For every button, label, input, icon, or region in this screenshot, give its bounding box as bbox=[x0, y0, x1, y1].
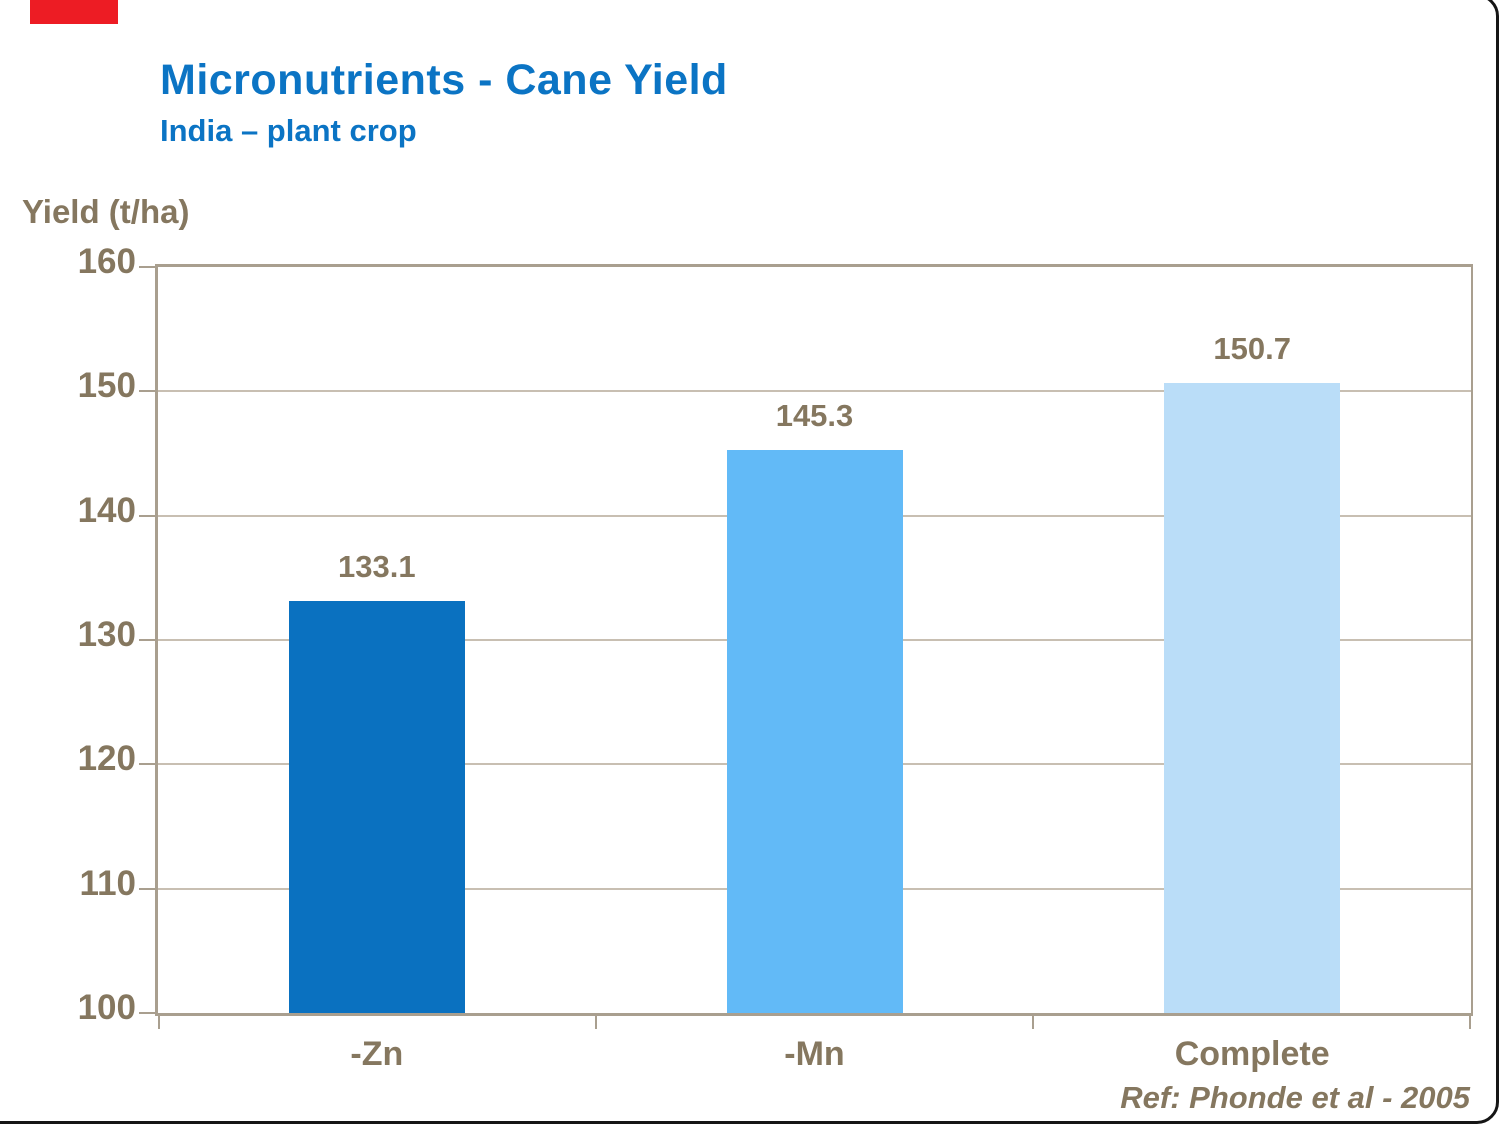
y-tick-label: 110 bbox=[79, 863, 136, 903]
red-accent-bar bbox=[30, 0, 118, 24]
category-label: Complete bbox=[1174, 1035, 1330, 1073]
y-axis-title: Yield (t/ha) bbox=[22, 193, 190, 230]
chart-title: Micronutrients - Cane Yield bbox=[160, 56, 728, 104]
bar-value-label: 133.1 bbox=[338, 549, 416, 585]
y-tick-label: 160 bbox=[77, 242, 136, 281]
y-axis-tick bbox=[139, 514, 155, 517]
x-axis-tick bbox=[158, 1016, 160, 1029]
x-axis-tick bbox=[1469, 1016, 1471, 1029]
y-axis-labels: 160 150 140 130 120 110 100 bbox=[0, 242, 136, 1027]
plot-area: 133.1 -Zn 145.3 -Mn 150.7 Complete bbox=[139, 264, 1473, 1073]
chart-subtitle: India – plant crop bbox=[160, 113, 417, 148]
x-axis-tick bbox=[594, 1016, 597, 1029]
y-tick-label: 100 bbox=[77, 988, 136, 1027]
y-axis-tick bbox=[139, 390, 155, 393]
y-tick-label: 150 bbox=[77, 366, 136, 406]
category-label: -Mn bbox=[784, 1035, 845, 1073]
y-tick-label: 140 bbox=[77, 490, 136, 530]
bar-zn bbox=[288, 601, 465, 1013]
y-gridline bbox=[158, 390, 1471, 393]
reference-text: Ref: Phonde et al - 2005 bbox=[1120, 1080, 1470, 1115]
category-label: -Zn bbox=[350, 1035, 404, 1073]
y-axis-tick bbox=[139, 1012, 155, 1014]
bar-complete bbox=[1164, 382, 1341, 1013]
y-axis-tick bbox=[139, 266, 155, 268]
bar-value-label: 145.3 bbox=[775, 397, 854, 433]
y-axis-tick bbox=[139, 887, 155, 890]
bar-mn bbox=[726, 449, 903, 1013]
bar-value-label: 150.7 bbox=[1213, 330, 1291, 366]
y-tick-label: 130 bbox=[77, 615, 136, 654]
x-axis-tick bbox=[1032, 1016, 1035, 1029]
y-axis-tick bbox=[139, 639, 155, 641]
y-tick-label: 120 bbox=[77, 739, 136, 779]
y-axis-tick bbox=[139, 763, 155, 766]
